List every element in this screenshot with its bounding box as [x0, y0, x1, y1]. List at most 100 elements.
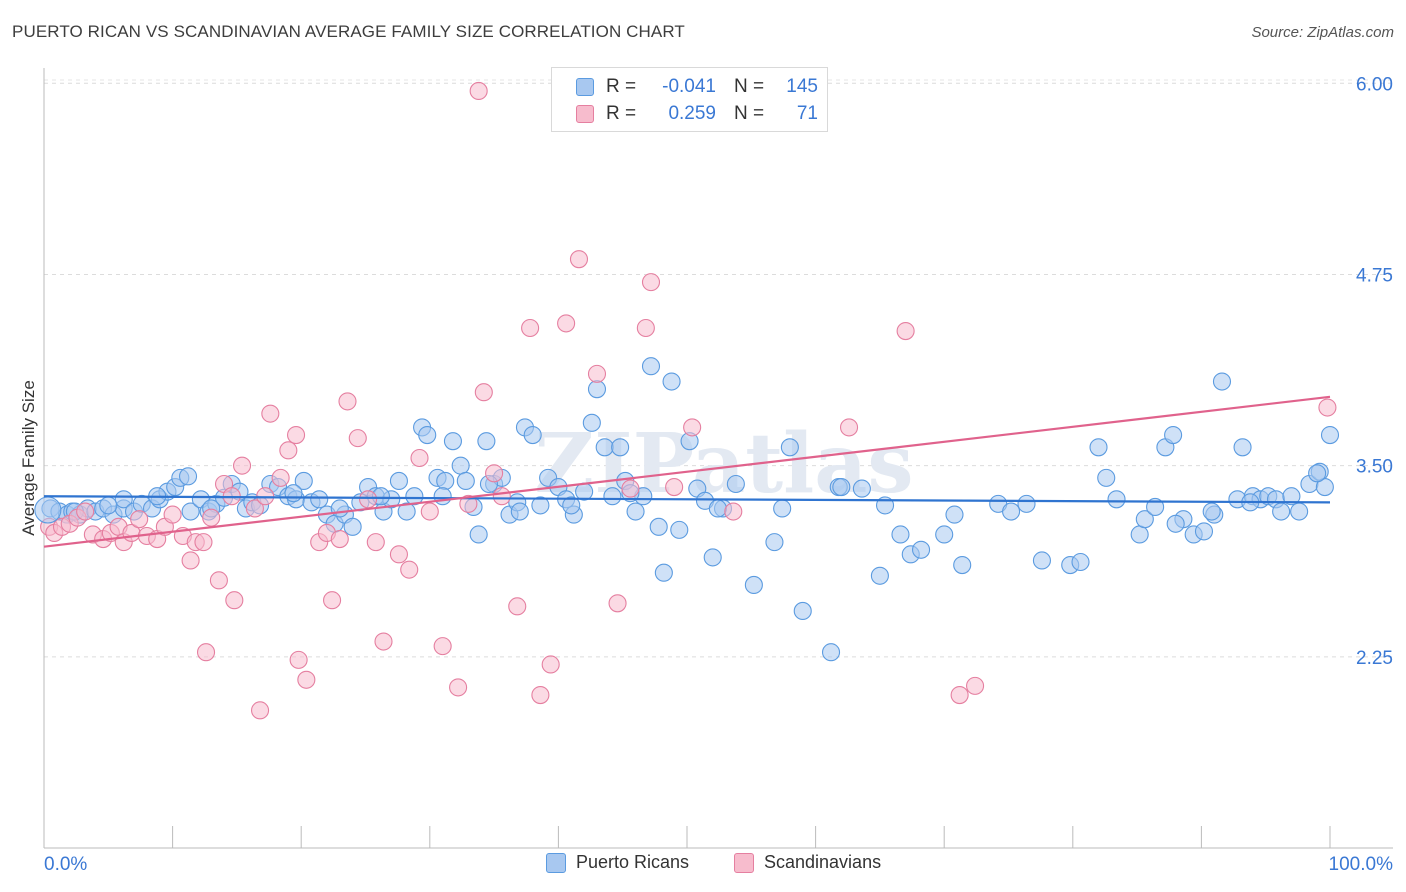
data-point	[469, 525, 488, 544]
data-point	[294, 471, 313, 490]
data-point	[531, 686, 550, 705]
data-point	[852, 479, 871, 498]
data-point	[1002, 502, 1021, 521]
data-point	[611, 438, 630, 457]
data-point	[541, 655, 560, 674]
data-point	[1318, 398, 1337, 417]
data-point	[703, 548, 722, 567]
data-point	[181, 502, 200, 521]
data-point	[474, 383, 493, 402]
data-point	[209, 571, 228, 590]
data-point	[443, 432, 462, 451]
legend-swatch-scandinavians	[576, 105, 594, 123]
data-point	[250, 701, 270, 720]
data-point	[366, 533, 385, 552]
data-point-cluster	[34, 496, 62, 524]
data-point	[389, 471, 408, 490]
data-point	[724, 502, 743, 521]
data-point	[348, 429, 367, 448]
data-point	[405, 487, 424, 506]
data-point	[654, 563, 673, 582]
data-point	[839, 418, 859, 437]
data-point	[279, 441, 298, 460]
legend-row-scandinavians: R = 0.259 N = 71	[576, 101, 818, 127]
data-point	[418, 426, 437, 445]
data-point	[966, 676, 985, 695]
data-point	[523, 426, 542, 445]
data-point	[114, 490, 133, 509]
data-point	[531, 496, 550, 515]
data-point	[389, 545, 408, 564]
legend-n-value: 71	[796, 103, 818, 124]
data-point	[662, 372, 681, 391]
data-point	[451, 456, 470, 475]
data-point	[287, 426, 306, 445]
data-point	[649, 517, 668, 536]
data-point	[1089, 438, 1108, 457]
data-point	[459, 494, 478, 513]
data-point	[232, 456, 252, 475]
data-point	[359, 490, 378, 509]
data-point	[477, 432, 496, 451]
data-point	[310, 490, 329, 509]
data-point	[1017, 494, 1036, 513]
y-tick-label: 4.75	[1356, 265, 1393, 286]
data-point	[343, 517, 362, 536]
data-point	[163, 505, 182, 524]
series-scandinavians	[40, 81, 1337, 720]
y-tick-label: 2.25	[1356, 648, 1393, 669]
correlation-legend: R = -0.041 N = 145 R = 0.259 N = 71	[551, 67, 828, 132]
data-point	[436, 471, 455, 490]
source-label: Source: ZipAtlas.com	[1251, 24, 1394, 41]
data-point	[1282, 487, 1301, 506]
data-point	[508, 597, 527, 616]
y-tick-label: 6.00	[1356, 74, 1393, 95]
data-point	[587, 380, 607, 399]
data-point	[641, 357, 661, 376]
data-point	[178, 467, 198, 486]
y-tick-label: 3.50	[1356, 457, 1393, 478]
data-point	[330, 499, 349, 518]
data-point	[225, 591, 244, 610]
data-point	[1166, 514, 1185, 533]
data-point	[870, 566, 889, 585]
data-point	[433, 487, 452, 506]
series-legend-item-scandinavians[interactable]: Scandinavians	[734, 852, 881, 873]
data-point	[1320, 426, 1340, 445]
data-point	[400, 560, 419, 579]
data-point	[1071, 552, 1090, 572]
data-point	[945, 505, 964, 524]
data-point	[330, 530, 349, 549]
data-point	[297, 670, 316, 689]
trend-line	[43, 495, 1331, 504]
data-point	[99, 496, 118, 515]
trend-line	[43, 395, 1331, 548]
data-point	[670, 520, 689, 539]
data-point	[245, 499, 264, 518]
data-point	[780, 438, 799, 457]
data-point	[595, 438, 614, 457]
data-point	[569, 250, 589, 269]
data-point	[196, 643, 216, 662]
data-point	[626, 502, 645, 521]
data-point	[621, 479, 640, 498]
series-legend-swatch	[546, 852, 566, 873]
data-point	[284, 484, 303, 503]
data-point	[1146, 497, 1165, 516]
data-point	[891, 525, 910, 544]
data-point	[1212, 372, 1232, 391]
legend-row-puerto-ricans: R = -0.041 N = 145	[576, 74, 818, 100]
data-point	[420, 502, 439, 521]
data-point	[896, 322, 915, 341]
data-point	[636, 318, 655, 338]
series-legend-label: Scandinavians	[764, 852, 882, 872]
series-legend-item-puerto-ricans[interactable]: Puerto Ricans	[546, 852, 689, 873]
data-point	[603, 487, 622, 506]
data-point	[130, 510, 149, 529]
data-point	[950, 686, 969, 705]
data-point	[338, 392, 357, 411]
data-point	[410, 448, 429, 468]
data-point	[1032, 551, 1051, 570]
data-point	[575, 482, 594, 501]
